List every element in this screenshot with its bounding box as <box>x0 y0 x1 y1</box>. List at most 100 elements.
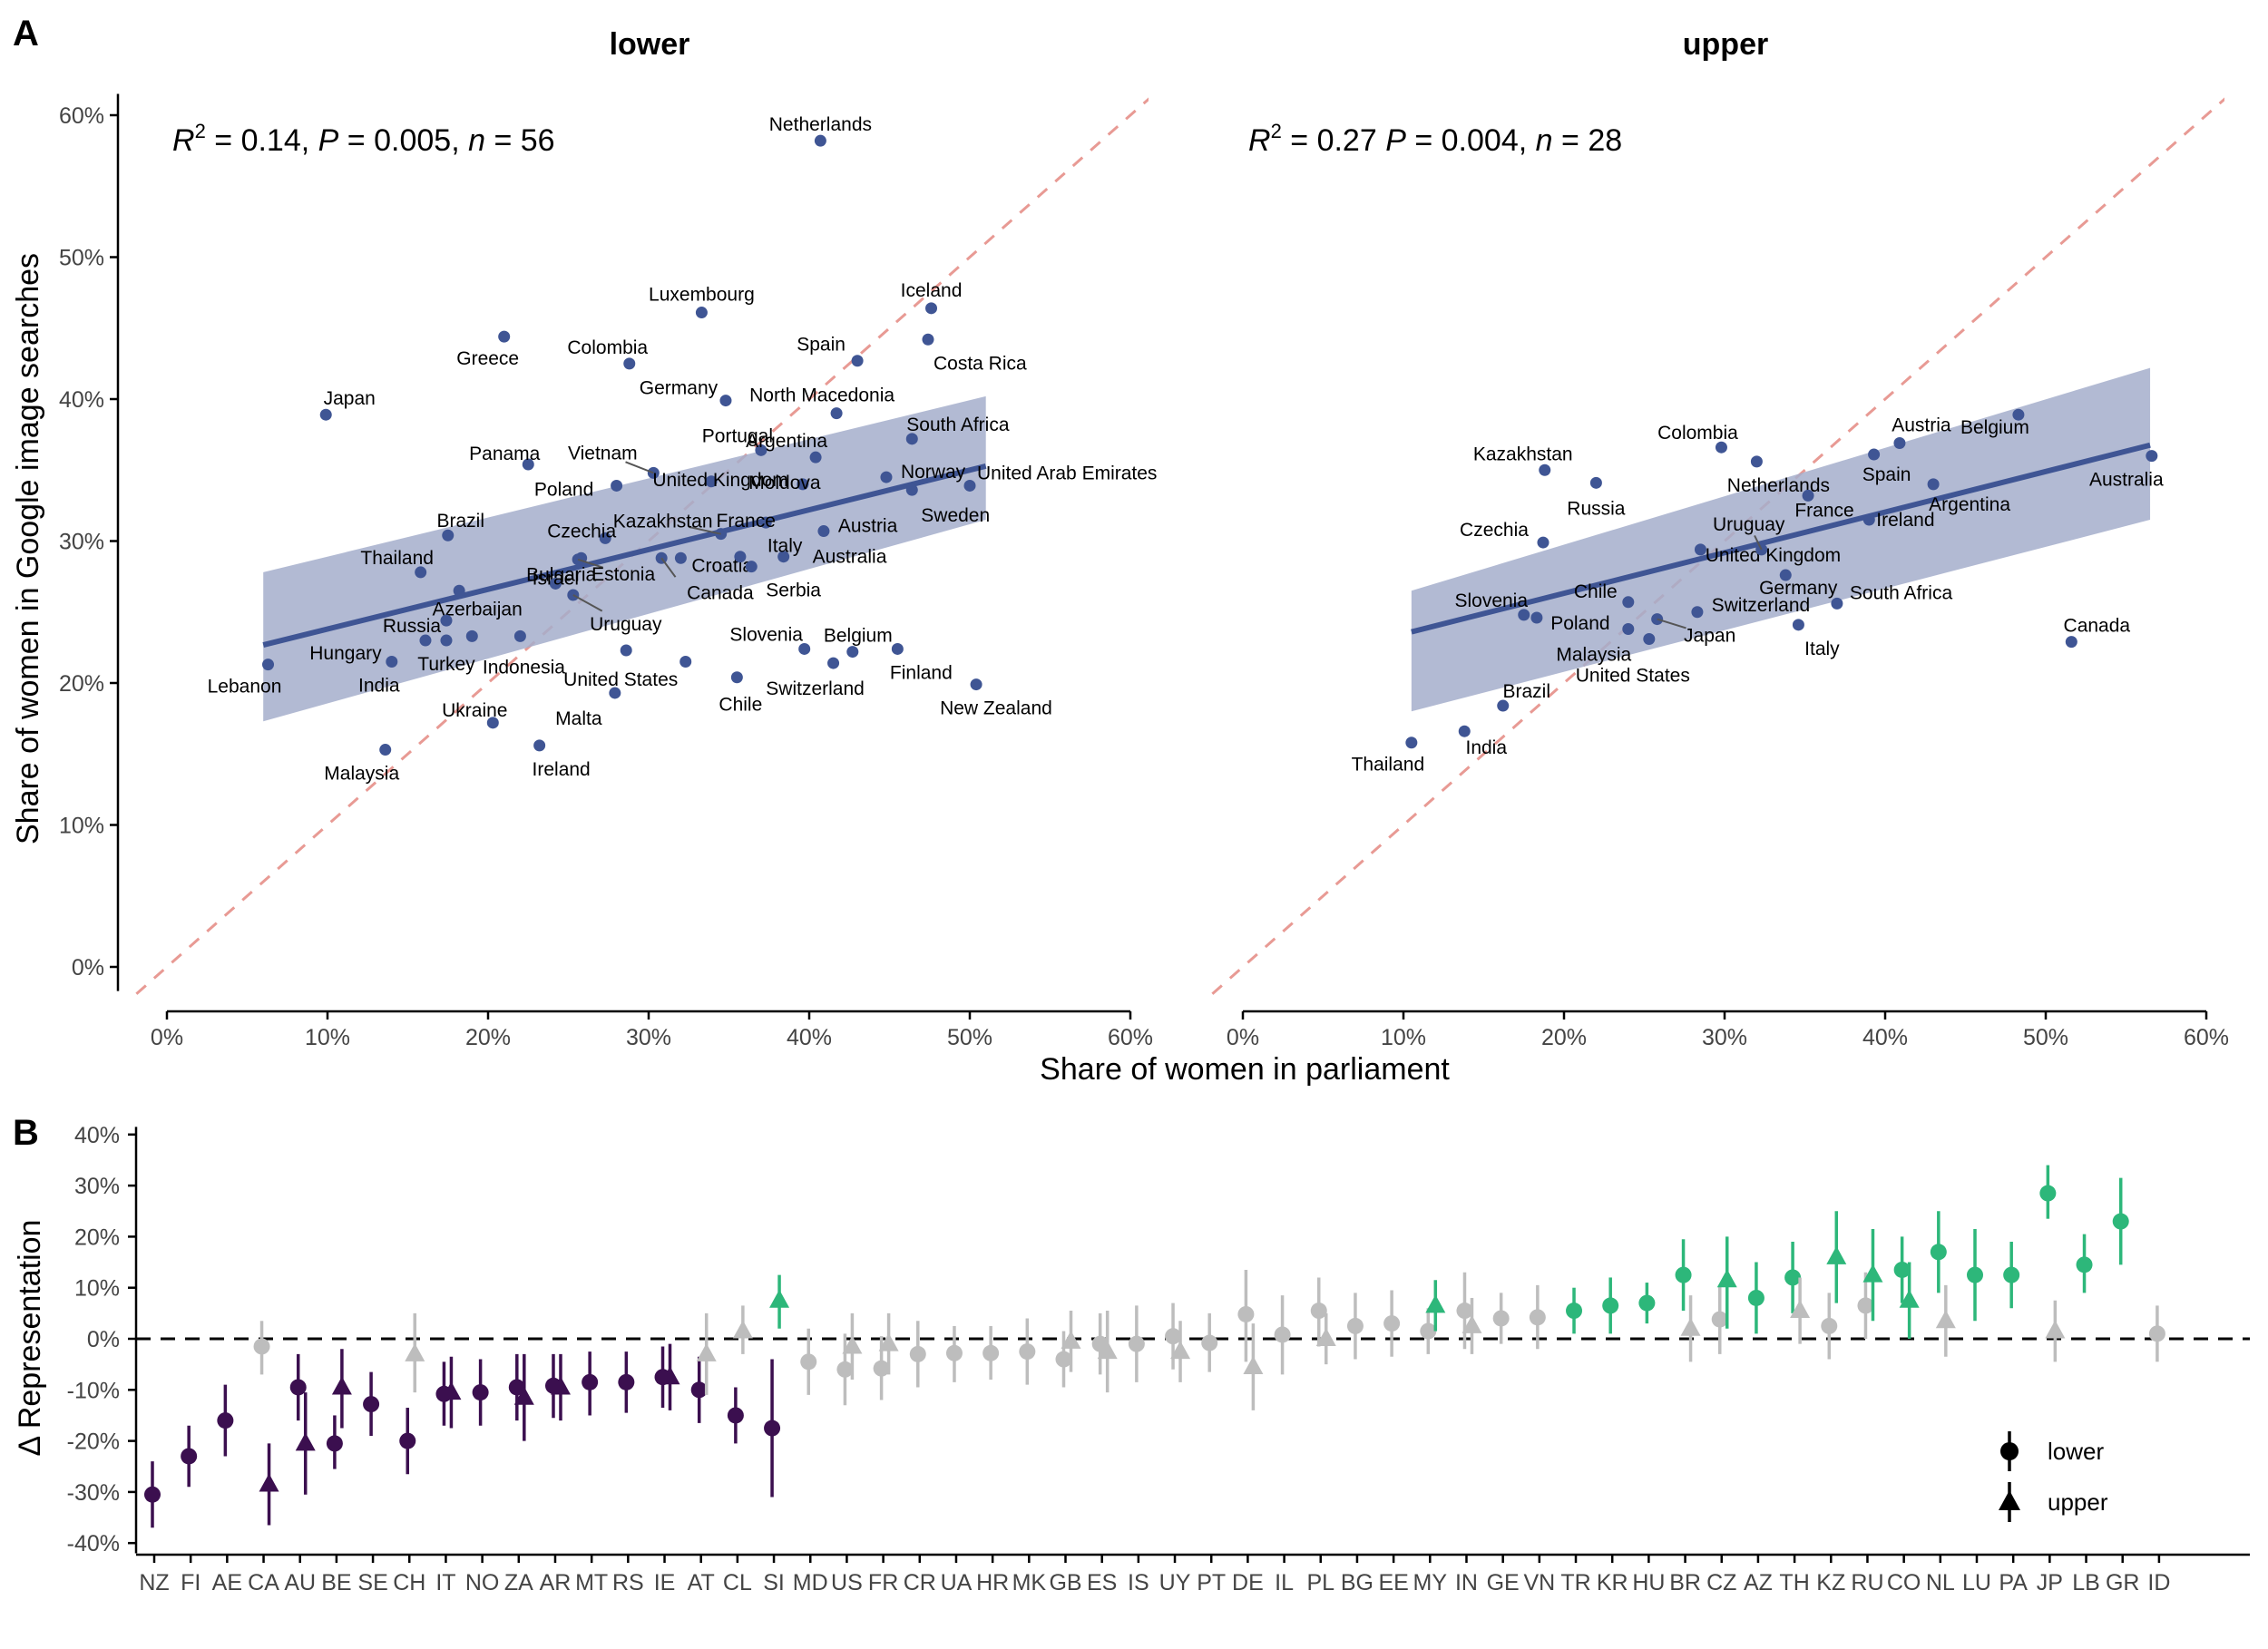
upper-label-switzerland: Switzerland <box>1712 595 1811 616</box>
b-x-tick-label-cl: CL <box>723 1570 752 1595</box>
b-x-tick-label-ge: GE <box>1487 1570 1520 1595</box>
b-point-lower-gb <box>1055 1351 1072 1368</box>
lower-point-azerbaijan <box>453 584 465 597</box>
b-point-upper-si <box>769 1289 790 1308</box>
lower-y-tick-label-6: 60% <box>59 103 104 129</box>
b-point-upper-ie <box>660 1366 680 1385</box>
b-x-tick-label-fr: FR <box>868 1570 898 1595</box>
lower-label-portugal: Portugal <box>702 425 773 446</box>
b-y-tick-label-5: -10% <box>67 1378 120 1403</box>
upper-x-tick-label-5: 50% <box>2023 1025 2068 1050</box>
lower-label-austria: Austria <box>838 516 898 537</box>
b-point-lower-uy <box>1165 1328 1182 1345</box>
lower-y-tick-label-5: 50% <box>59 246 104 271</box>
lower-label-canada: Canada <box>687 582 754 603</box>
lower-point-south-africa <box>905 433 918 445</box>
b-point-lower-pl <box>1310 1303 1327 1320</box>
b-legend: lower upper <box>1999 1431 2108 1522</box>
upper-label-argentina: Argentina <box>1929 494 2010 515</box>
upper-n: 28 <box>1588 123 1622 158</box>
lower-point-israel <box>549 577 562 590</box>
lower-point-panama <box>522 458 534 471</box>
b-point-lower-de <box>1237 1305 1255 1322</box>
lower-y-tick-label-1: 10% <box>59 814 104 839</box>
upper-label-spain: Spain <box>1862 464 1911 485</box>
b-point-lower-id <box>2148 1325 2165 1342</box>
upper-label-czechia: Czechia <box>1460 520 1529 541</box>
lower-point-lebanon <box>262 659 275 671</box>
b-point-lower-hr <box>982 1344 1000 1361</box>
b-x-tick-label-pt: PT <box>1197 1570 1226 1595</box>
lower-point-belgium <box>846 646 859 659</box>
b-legend-marker-lower <box>2000 1442 2019 1460</box>
b-x-tick-label-ar: AR <box>540 1570 572 1595</box>
upper-x-tick-label-0: 0% <box>1227 1025 1259 1050</box>
b-point-upper-at <box>696 1342 717 1361</box>
upper-scatter-plot: Kazakhstan Colombia Austria Belgium Spain Rus… <box>1207 97 2229 1050</box>
b-x-tick-label-kz: KZ <box>1816 1570 1845 1595</box>
lower-p: 0.005 <box>374 123 451 158</box>
lower-point-serbia <box>745 561 758 573</box>
b-point-upper-ru <box>1862 1264 1883 1283</box>
b-point-upper-be <box>331 1376 352 1395</box>
lower-label-italy: Italy <box>767 536 803 557</box>
upper-point-poland <box>1530 611 1543 624</box>
b-x-tick-label-my: MY <box>1413 1570 1448 1595</box>
lower-label-luxembourg: Luxembourg <box>649 285 755 306</box>
b-x-tick-label-ca: CA <box>248 1570 279 1595</box>
b-point-lower-bg <box>1346 1317 1364 1334</box>
lower-point-poland <box>611 479 623 492</box>
lower-point-thailand <box>415 566 427 579</box>
lower-point-argentina <box>809 451 822 463</box>
b-x-tick-label-gr: GR <box>2106 1570 2140 1595</box>
b-y-tick-label-3: 10% <box>74 1276 120 1302</box>
upper-label-france: France <box>1794 500 1853 521</box>
upper-point-russia <box>1589 476 1602 489</box>
b-point-lower-in <box>1456 1303 1473 1320</box>
upper-point-belgium <box>2012 408 2025 421</box>
upper-label-india: India <box>1465 737 1507 758</box>
upper-x-tick-label-2: 20% <box>1541 1025 1587 1050</box>
upper-label-japan: Japan <box>1684 626 1735 647</box>
lower-label-panama: Panama <box>469 444 541 464</box>
upper-label-malaysia: Malaysia <box>1556 645 1631 666</box>
b-legend-marker-upper <box>1999 1490 2020 1510</box>
lower-x-tick-label-2: 20% <box>465 1025 511 1050</box>
lower-label-moldova: Moldova <box>748 473 821 493</box>
b-x-tick-label-nz: NZ <box>139 1570 169 1595</box>
b-x-tick-label-au: AU <box>284 1570 316 1595</box>
upper-label-thailand: Thailand <box>1352 755 1425 776</box>
lower-label-lebanon: Lebanon <box>208 677 282 698</box>
b-legend-label-upper: upper <box>2048 1488 2108 1516</box>
b-x-tick-label-si: SI <box>763 1570 785 1595</box>
b-point-lower-pa <box>2003 1266 2020 1283</box>
b-x-tick-label-is: IS <box>1128 1570 1149 1595</box>
lower-label-bulgaria: Bulgaria <box>526 564 596 585</box>
b-point-upper-ch <box>405 1342 425 1361</box>
lower-label-spain: Spain <box>797 335 846 356</box>
lower-label-brazil: Brazil <box>436 511 484 532</box>
lower-label-estonia: Estonia <box>591 564 655 585</box>
upper-label-germany: Germany <box>1759 578 1838 599</box>
b-x-tick-label-us: US <box>831 1570 863 1595</box>
lower-point-indonesia <box>513 629 526 642</box>
b-x-tick-label-az: AZ <box>1744 1570 1773 1595</box>
upper-point-south-africa <box>1831 597 1843 610</box>
upper-stats: R2 = 0.27 P = 0.004, n = 28 <box>1248 120 1622 158</box>
lower-label-united-states: United States <box>563 669 678 690</box>
b-point-lower-cz <box>1711 1311 1728 1328</box>
upper-label-kazakhstan: Kazakhstan <box>1473 444 1573 464</box>
b-x-tick-label-th: TH <box>1779 1570 1809 1595</box>
lower-point-peru <box>465 629 478 642</box>
b-x-tick-label-co: CO <box>1887 1570 1921 1595</box>
lower-point-switzerland <box>827 657 840 669</box>
upper-label-chile: Chile <box>1574 581 1618 602</box>
b-point-upper-co <box>1899 1289 1920 1308</box>
b-x-tick-label-vn: VN <box>1523 1570 1555 1595</box>
b-x-tick-label-uy: UY <box>1159 1570 1191 1595</box>
b-point-lower-kr <box>1602 1297 1619 1314</box>
lower-label-turkey: Turkey <box>417 654 475 675</box>
b-x-tick-label-ch: CH <box>393 1570 425 1595</box>
b-x-tick-label-es: ES <box>1087 1570 1117 1595</box>
